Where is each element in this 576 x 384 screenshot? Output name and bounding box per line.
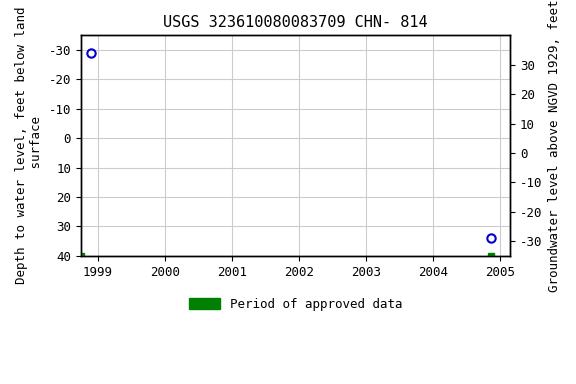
Y-axis label: Groundwater level above NGVD 1929, feet: Groundwater level above NGVD 1929, feet <box>548 0 561 292</box>
Y-axis label: Depth to water level, feet below land
 surface: Depth to water level, feet below land su… <box>15 7 43 284</box>
Title: USGS 323610080083709 CHN- 814: USGS 323610080083709 CHN- 814 <box>163 15 428 30</box>
Legend: Period of approved data: Period of approved data <box>184 293 407 316</box>
